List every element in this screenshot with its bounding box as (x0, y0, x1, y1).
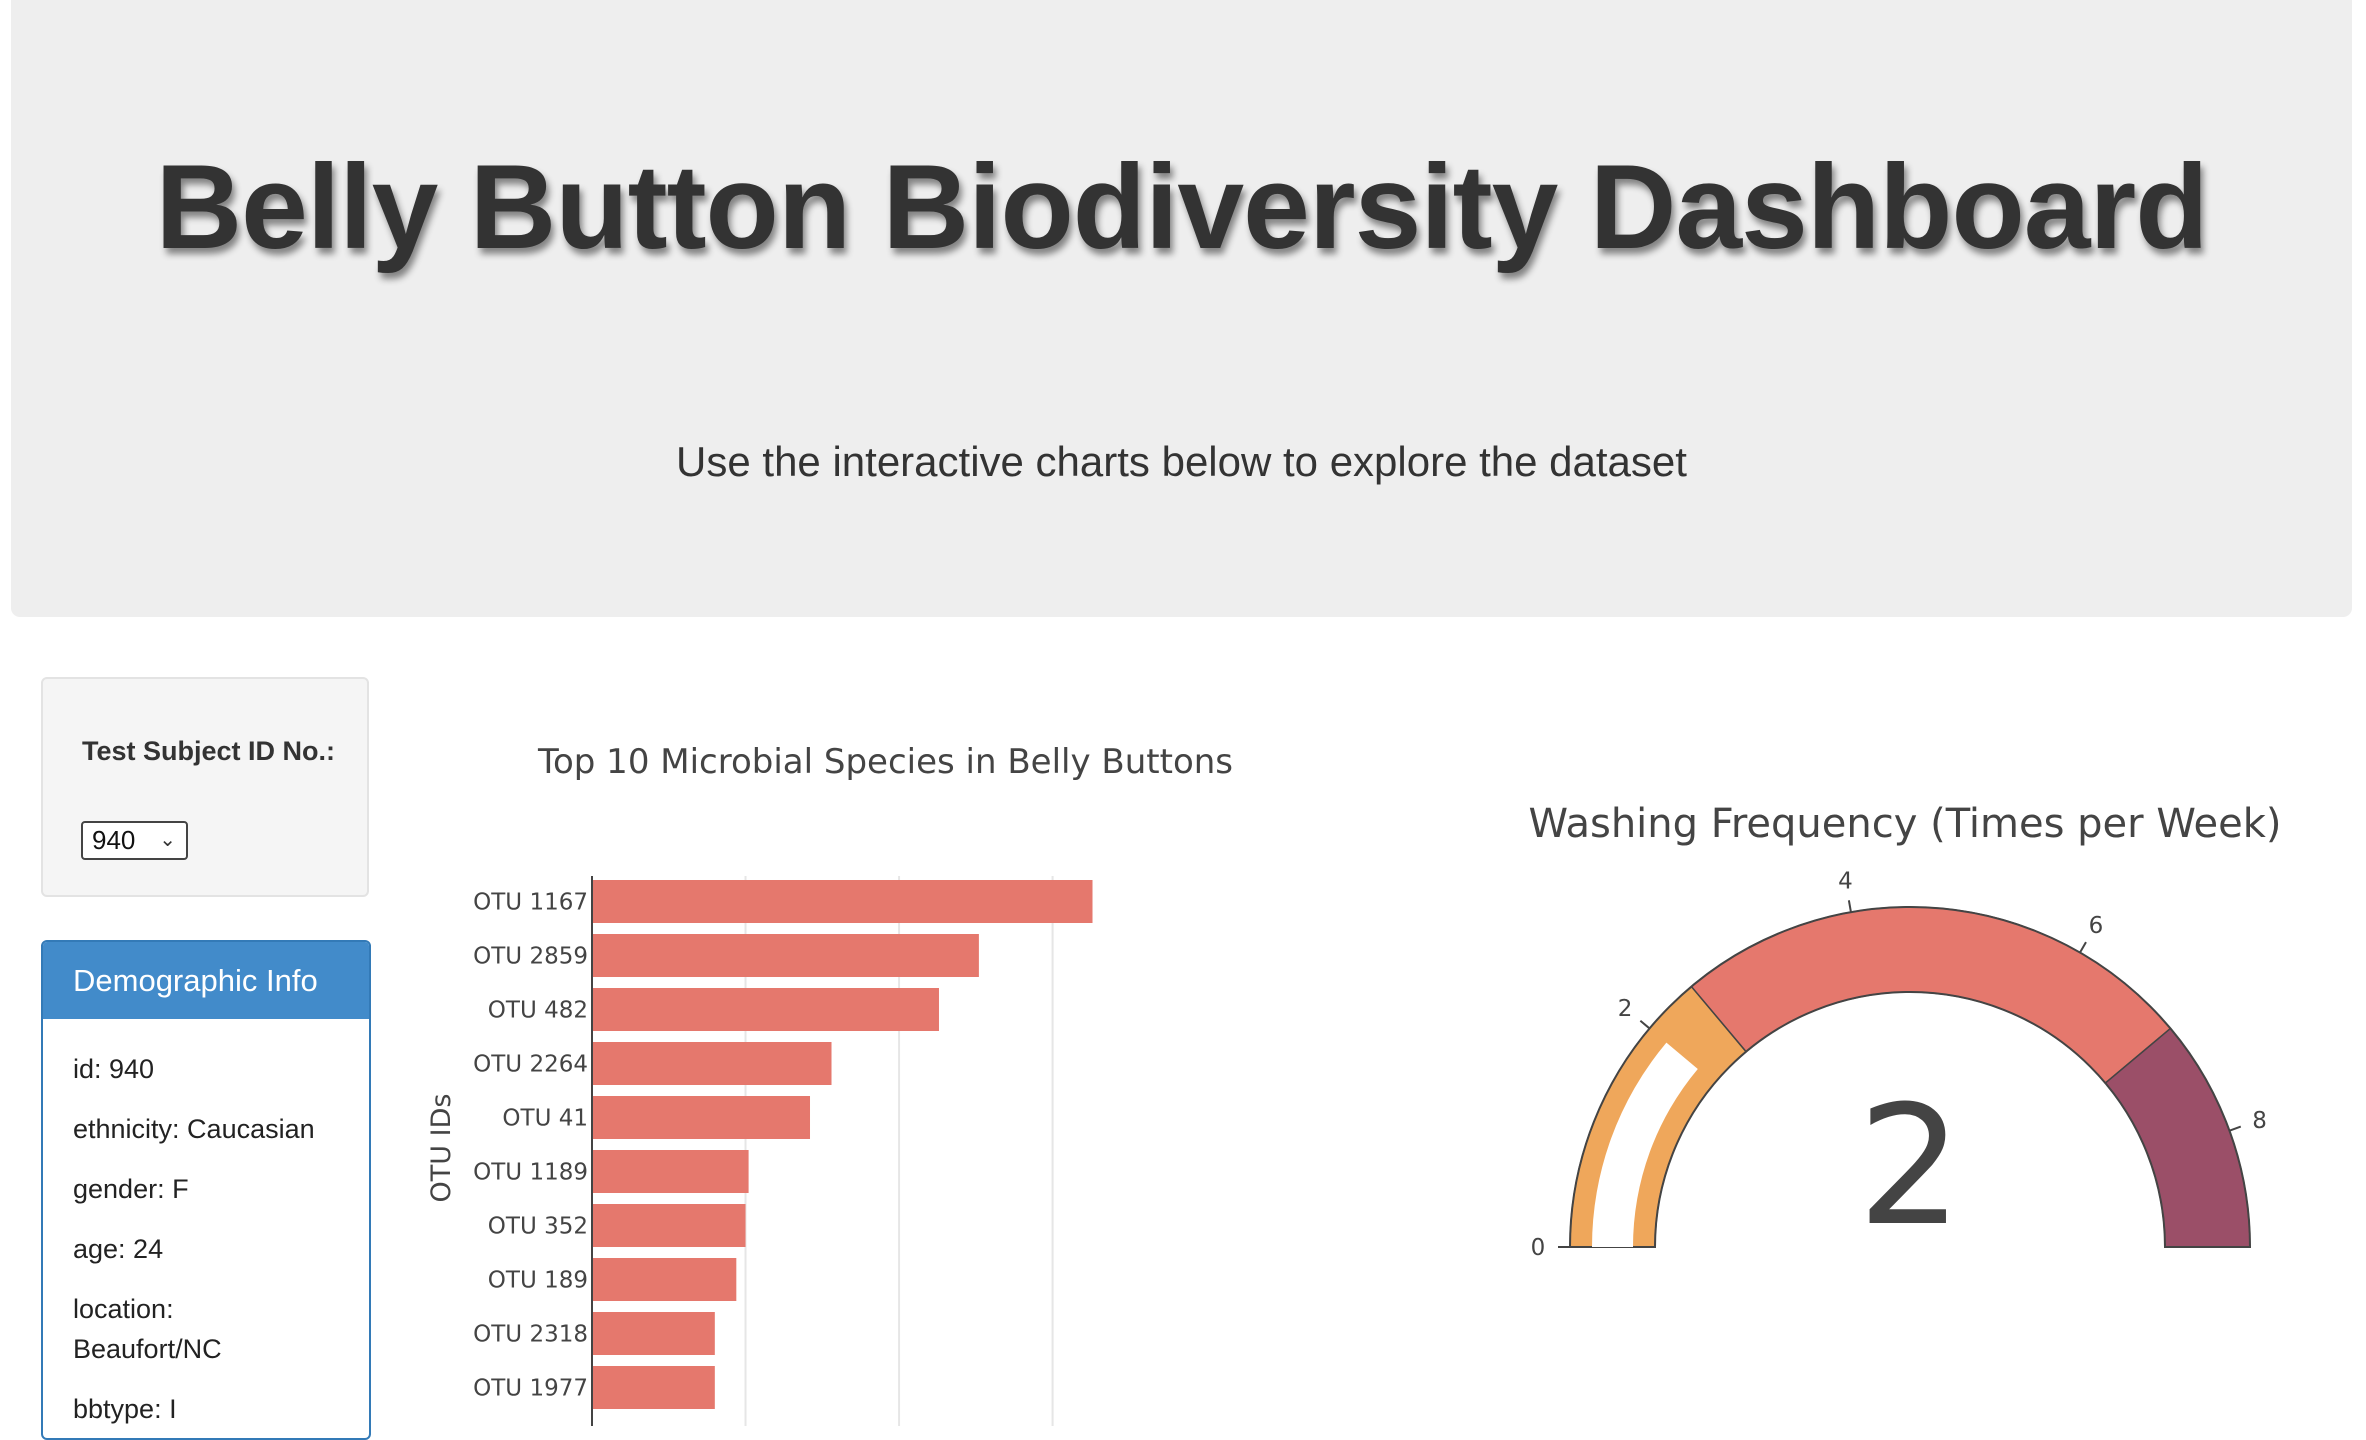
top10-bar-chart[interactable]: Top 10 Microbial Species in Belly Button… (420, 720, 1260, 1426)
gauge-tick (1847, 900, 1852, 913)
y-tick-label: OTU 41 (502, 1106, 588, 1132)
gauge-tick (1639, 1019, 1651, 1030)
subject-id-select[interactable]: 940 ⌄ (81, 821, 188, 860)
demo-location: location: Beaufort/NC (73, 1289, 339, 1369)
gauge-tick-label: 2 (1618, 996, 1633, 1022)
gauge-tick-label: 6 (2089, 913, 2104, 939)
y-tick-label: OTU 2318 (473, 1322, 588, 1348)
bar (592, 880, 1093, 923)
bar (592, 1258, 737, 1301)
subject-id-value: 940 (92, 825, 136, 855)
y-tick-label: OTU 482 (488, 998, 588, 1024)
demographic-info-heading: Demographic Info (43, 942, 369, 1019)
page-subtitle: Use the interactive charts below to expl… (676, 438, 1687, 485)
demo-ethnicity: ethnicity: Caucasian (73, 1114, 315, 1144)
bar (592, 1096, 811, 1139)
demo-location-label: location: (73, 1294, 174, 1324)
bar (592, 1204, 746, 1247)
demo-age: age: 24 (73, 1234, 164, 1264)
bar (592, 934, 979, 977)
chevron-down-icon: ⌄ (159, 829, 176, 851)
demo-location-value: Beaufort/NC (73, 1334, 222, 1364)
y-tick-label: OTU 352 (488, 1214, 588, 1240)
y-tick-label: OTU 2859 (473, 944, 588, 970)
y-tick-label: OTU 189 (488, 1268, 588, 1294)
washing-frequency-gauge[interactable]: Washing Frequency (Times per Week) 0 2 4 6 8 2 (1500, 790, 2340, 1290)
bar (592, 988, 939, 1031)
gauge-tick-label: 8 (2252, 1108, 2267, 1134)
bar (592, 1366, 715, 1409)
demo-gender: gender: F (73, 1174, 189, 1204)
gauge-tick-label: 4 (1838, 869, 1853, 895)
page-title: Belly Button Biodiversity Dashboard (155, 140, 2209, 274)
y-axis-label: OTU IDs (426, 1094, 457, 1203)
subject-selector-label: Test Subject ID No.: (82, 736, 336, 766)
demographic-info-body: id: 940 ethnicity: Caucasian gender: F a… (43, 1049, 369, 1429)
header-jumbotron: Belly Button Biodiversity Dashboard Use … (11, 0, 2352, 617)
bar (592, 1042, 832, 1085)
subject-selector-panel: Test Subject ID No.: 940 ⌄ (41, 677, 369, 897)
gauge-tick-label: 0 (1531, 1235, 1546, 1261)
y-tick-label: OTU 1167 (473, 890, 588, 916)
gauge-tick (2079, 941, 2087, 954)
bar (592, 1312, 715, 1355)
y-tick-label: OTU 2264 (473, 1052, 588, 1078)
gauge-outline (1568, 906, 2252, 1248)
gauge-value-bar (1592, 1042, 1698, 1247)
demographic-info-panel: Demographic Info id: 940 ethnicity: Cauc… (41, 940, 371, 1440)
bar (592, 1150, 749, 1193)
y-tick-label: OTU 1189 (473, 1160, 588, 1186)
gauge-title: Washing Frequency (Times per Week) (1528, 801, 2281, 847)
gauge-tick (2229, 1125, 2242, 1132)
y-tick-label: OTU 1977 (473, 1376, 588, 1402)
gauge-value-label: 2 (1858, 1070, 1963, 1262)
demo-bbtype: bbtype: I (73, 1394, 177, 1424)
demo-id: id: 940 (73, 1054, 155, 1084)
bar-chart-title: Top 10 Microbial Species in Belly Button… (537, 742, 1233, 782)
